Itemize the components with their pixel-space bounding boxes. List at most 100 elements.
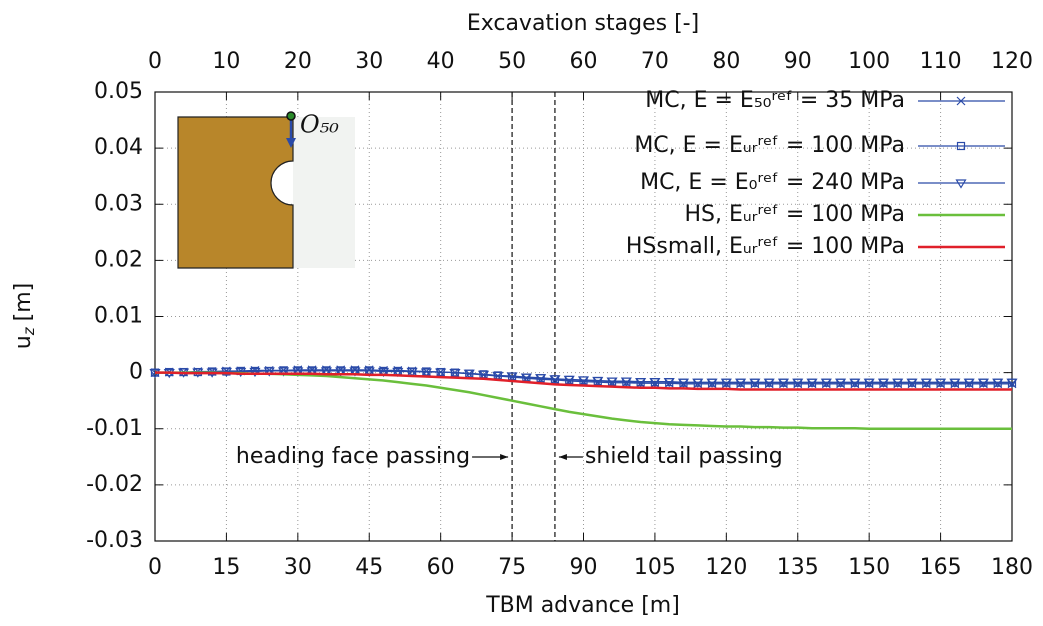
point <box>277 367 290 377</box>
point <box>392 367 404 378</box>
y-tick-label: -0.01 <box>86 416 143 441</box>
point <box>892 378 904 388</box>
x-tick-label: 150 <box>848 555 890 580</box>
point <box>449 369 461 379</box>
y-tick-label: 0.01 <box>94 304 143 329</box>
x2-tick-label: 120 <box>991 49 1033 74</box>
legend-label: HS, Eᵤᵣʳᵉᶠ = 100 MPa <box>684 202 905 227</box>
x2-tick-label: 10 <box>212 49 240 74</box>
x2-axis-label: Excavation stages [-] <box>467 11 699 36</box>
x-tick-label: 60 <box>427 555 455 580</box>
annotation: shield tail passing <box>585 444 783 469</box>
point <box>777 378 790 388</box>
point <box>906 378 918 388</box>
legend-label: MC, E = Eᵤᵣʳᵉᶠ = 100 MPa <box>634 133 905 158</box>
y-label-sub: z <box>20 326 38 336</box>
point <box>977 378 989 388</box>
point <box>377 367 390 378</box>
x2-tick-label: 90 <box>784 49 812 74</box>
point <box>692 378 704 388</box>
point <box>949 378 961 388</box>
inset-arrowhead <box>286 138 296 148</box>
x-tick-label: 180 <box>991 555 1033 580</box>
x-tick-label: 0 <box>148 555 162 580</box>
point <box>849 378 861 388</box>
point <box>363 367 375 377</box>
point <box>763 378 775 388</box>
point <box>749 378 761 388</box>
point <box>406 367 418 378</box>
y-tick-label: 0.04 <box>94 135 143 160</box>
annotation: heading face passing <box>236 444 470 469</box>
x2-tick-label: 70 <box>641 49 669 74</box>
legend-marker <box>956 96 966 106</box>
point <box>349 367 361 377</box>
point <box>720 378 732 388</box>
point <box>920 378 932 388</box>
point <box>1006 378 1018 388</box>
inset-point <box>286 111 296 121</box>
x2-tick-label: 60 <box>570 49 598 74</box>
point <box>535 374 547 384</box>
point <box>735 378 747 388</box>
x-tick-label: 75 <box>498 555 526 580</box>
point <box>835 378 847 388</box>
point <box>563 375 575 386</box>
x2-tick-label: 20 <box>284 49 312 74</box>
annotation-arrowhead <box>558 454 567 460</box>
point <box>792 378 804 388</box>
x-tick-label: 105 <box>634 555 676 580</box>
annotation-arrowhead <box>500 454 509 460</box>
x2-tick-label: 110 <box>920 49 962 74</box>
series-line <box>155 370 1012 383</box>
x2-tick-label: 30 <box>355 49 383 74</box>
y-tick-label: 0.03 <box>94 191 143 216</box>
point <box>435 368 447 378</box>
y-tick-label: 0.02 <box>94 247 143 272</box>
point <box>249 367 261 378</box>
point <box>577 376 590 386</box>
x2-tick-label: 80 <box>712 49 740 74</box>
x-tick-label: 45 <box>355 555 383 580</box>
x-tick-label: 30 <box>284 555 312 580</box>
point <box>820 378 832 388</box>
y-label-unit: [m] <box>11 283 36 322</box>
x2-tick-label: 50 <box>498 49 526 74</box>
inset-block <box>177 116 294 269</box>
point <box>420 368 432 378</box>
plot-frame <box>154 91 1013 542</box>
point <box>863 378 875 388</box>
point <box>877 378 890 388</box>
point <box>506 372 518 382</box>
point <box>935 378 947 388</box>
point <box>520 373 532 383</box>
point <box>649 378 661 388</box>
x2-tick-label: 40 <box>427 49 455 74</box>
point <box>477 370 490 380</box>
point <box>292 367 304 377</box>
inset: O₅₀ <box>177 111 355 269</box>
legend-label: MC, E = E₅₀ʳᵉᶠ = 35 MPa <box>645 88 905 113</box>
point <box>635 378 647 388</box>
legend-marker <box>955 179 967 189</box>
x2-tick-label: 100 <box>848 49 890 74</box>
point <box>492 371 504 382</box>
y-tick-label: 0 <box>129 360 143 385</box>
legend-marker <box>956 141 966 151</box>
x-tick-label: 135 <box>777 555 819 580</box>
inset-label: O₅₀ <box>300 111 339 139</box>
x-tick-label: 90 <box>570 555 598 580</box>
x-axis-label: TBM advance [m] <box>485 593 680 618</box>
legend-label: HSsmall, Eᵤᵣʳᵉᶠ = 100 MPa <box>626 234 905 259</box>
point <box>706 378 718 388</box>
y-axis-label: uz [m] <box>11 283 38 349</box>
point <box>263 367 275 377</box>
x2-tick-label: 0 <box>148 49 162 74</box>
legend-label: MC, E = E₀ʳᵉᶠ = 240 MPa <box>640 170 905 195</box>
y-tick-label: -0.03 <box>86 528 143 553</box>
inset-soil <box>293 117 355 268</box>
y-tick-label: -0.02 <box>86 472 143 497</box>
y-tick-label: 0.05 <box>94 79 143 104</box>
point <box>963 378 975 388</box>
